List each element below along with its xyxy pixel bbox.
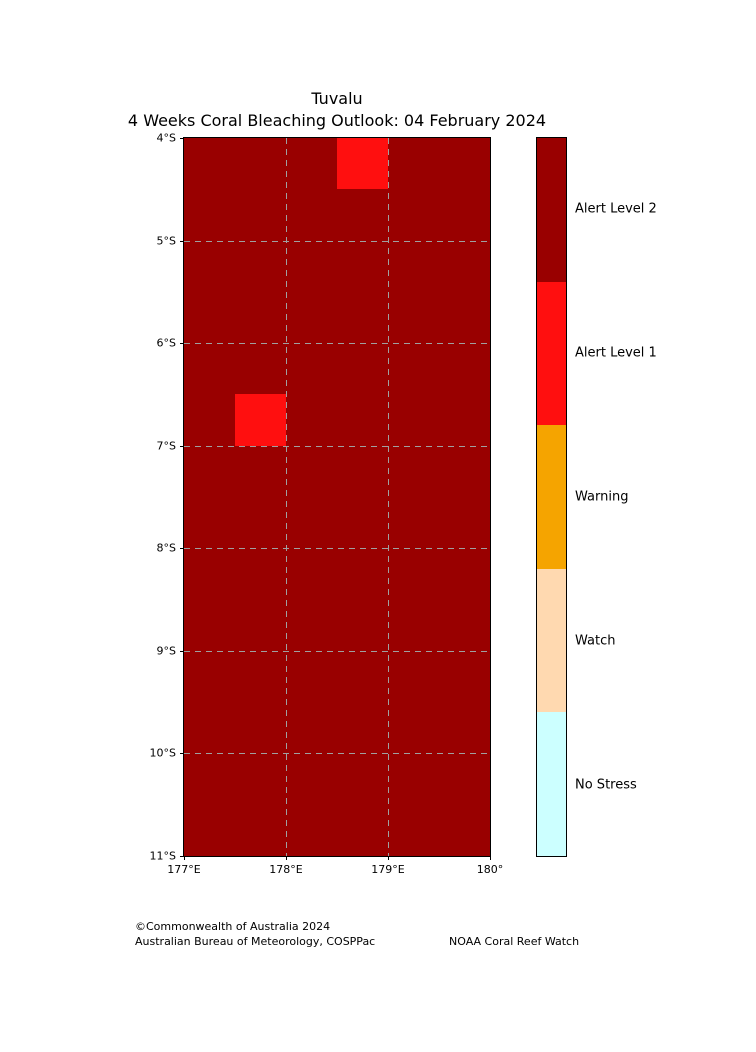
x-tick xyxy=(490,856,491,860)
footer-organisation: Australian Bureau of Meteorology, COSPPa… xyxy=(135,935,376,948)
x-tick xyxy=(184,856,185,860)
y-tick-label: 11°S xyxy=(149,849,176,863)
x-tick xyxy=(286,856,287,860)
y-tick-label: 10°S xyxy=(149,746,176,760)
y-tick xyxy=(180,856,184,857)
y-tick xyxy=(180,445,184,447)
alert-cell xyxy=(235,394,286,446)
x-tick xyxy=(388,856,389,860)
alert-cell xyxy=(337,138,388,190)
x-tick-label: 177°E xyxy=(167,863,201,876)
footer-credit: NOAA Coral Reef Watch xyxy=(449,935,580,948)
legend-label: Warning xyxy=(575,489,629,505)
y-tick xyxy=(180,548,184,550)
y-tick xyxy=(180,138,184,139)
chart-title: Tuvalu xyxy=(311,89,363,108)
colorbar-segment xyxy=(537,425,566,569)
y-tick xyxy=(180,240,184,242)
colorbar-segment xyxy=(537,712,566,856)
gridline-horizontal xyxy=(184,240,490,242)
colorbar xyxy=(536,137,567,857)
x-tick-label: 179°E xyxy=(371,863,405,876)
x-tick-label: 180° xyxy=(476,863,504,876)
y-tick-label: 7°S xyxy=(156,439,176,453)
x-tick-label: 178°E xyxy=(269,863,303,876)
legend-label: Alert Level 1 xyxy=(575,345,657,361)
legend: Alert Level 2 Alert Level 1 Warning Watch No… xyxy=(536,137,756,857)
legend-label: No Stress xyxy=(575,777,637,793)
y-tick-label: 8°S xyxy=(156,541,176,555)
footer-copyright: ©Commonwealth of Australia 2024 xyxy=(135,920,331,933)
gridline-horizontal xyxy=(184,445,490,447)
gridline-horizontal xyxy=(184,548,490,550)
colorbar-segment xyxy=(537,138,566,282)
colorbar-segment xyxy=(537,568,566,713)
gridline-vertical xyxy=(286,138,287,856)
legend-label: Alert Level 2 xyxy=(575,201,657,217)
colorbar-segment xyxy=(537,281,566,426)
y-tick-label: 4°S xyxy=(156,131,176,145)
gridline-horizontal xyxy=(184,650,490,652)
y-tick xyxy=(180,343,184,345)
y-tick xyxy=(180,753,184,755)
chart-subtitle: 4 Weeks Coral Bleaching Outlook: 04 Febr… xyxy=(127,111,547,130)
legend-label: Watch xyxy=(575,633,616,649)
gridline-horizontal xyxy=(184,753,490,755)
y-tick xyxy=(180,650,184,652)
y-tick-label: 6°S xyxy=(156,336,176,350)
map-plot: 177°E 178°E 179°E 180° 4°S 5°S 6°S 7°S 8°S 9°S 10°… xyxy=(150,132,504,877)
y-tick-label: 9°S xyxy=(156,644,176,658)
gridline-horizontal xyxy=(184,343,490,345)
title-block: Tuvalu 4 Weeks Coral Bleaching Outlook: … xyxy=(128,88,546,132)
y-tick-label: 5°S xyxy=(156,234,176,248)
gridline-vertical xyxy=(388,138,389,856)
